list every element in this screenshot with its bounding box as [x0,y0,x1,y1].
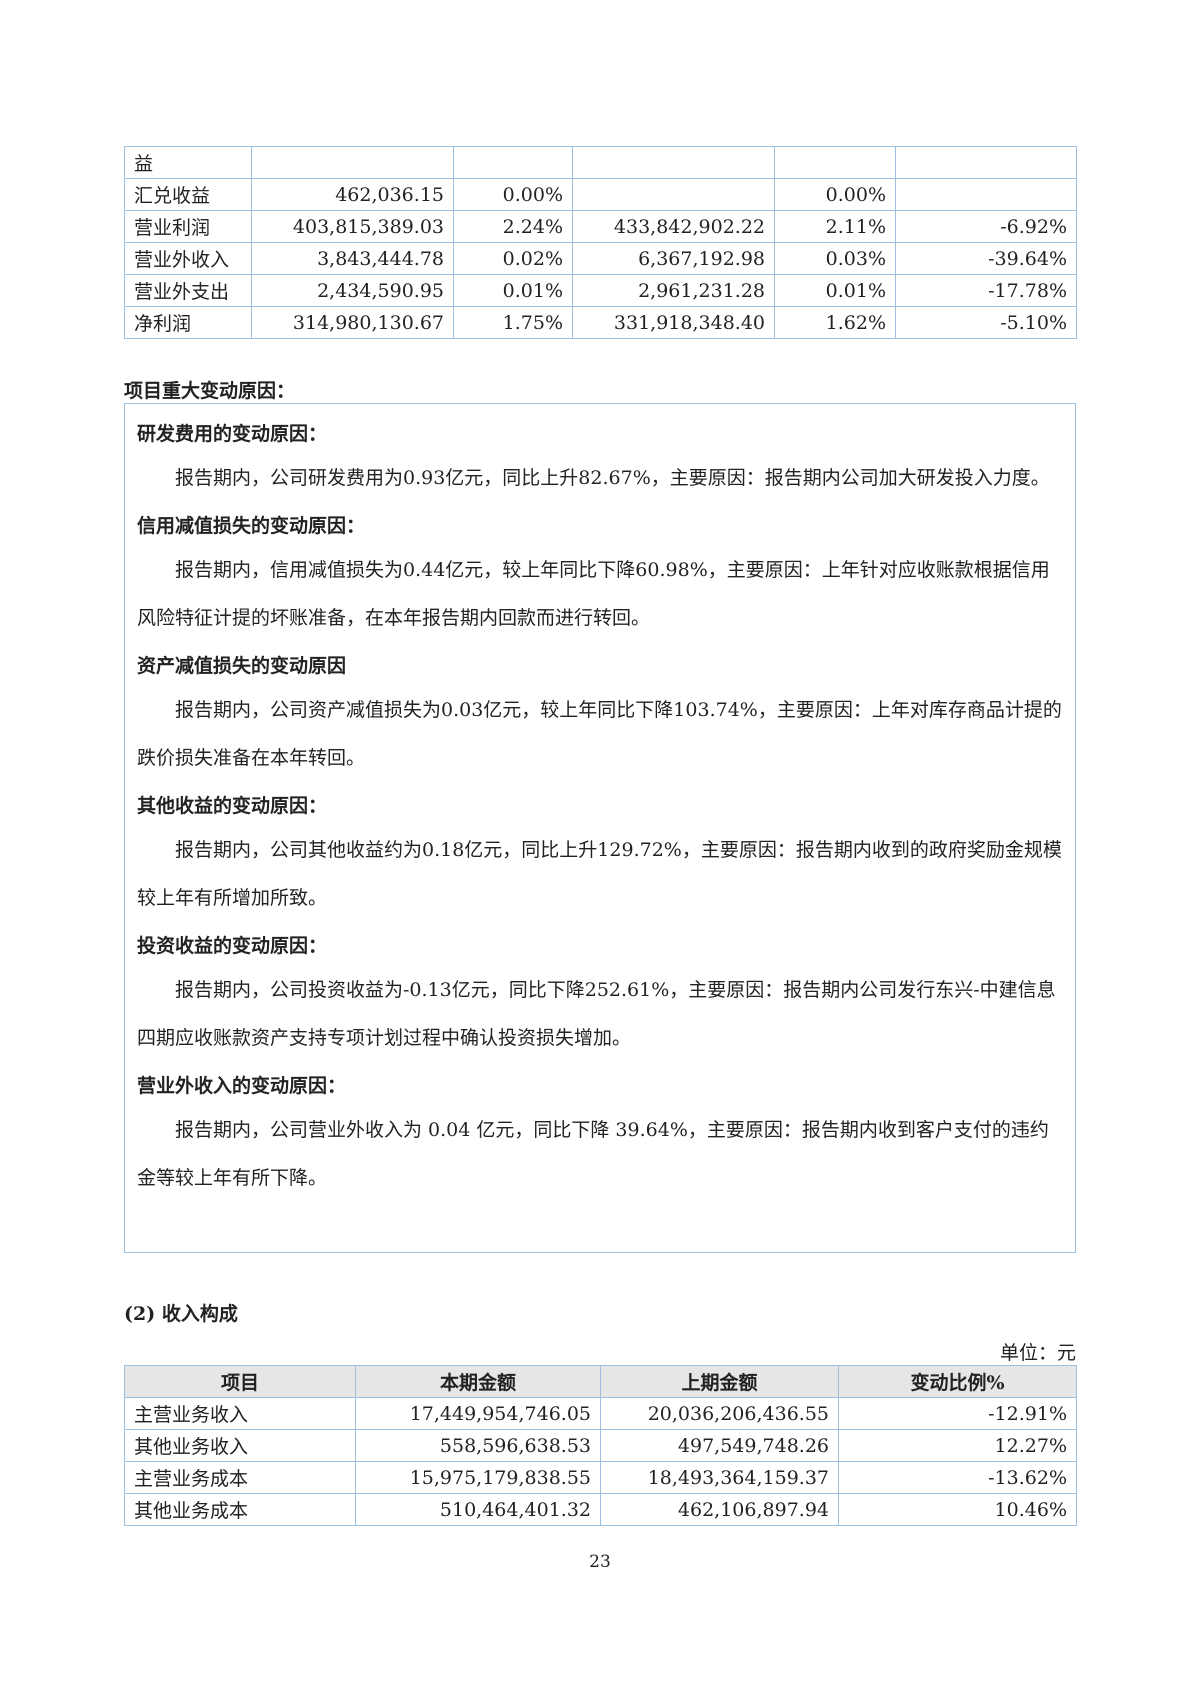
cell-prior-pct: 2.11% [774,210,896,243]
cell-current-pct: 0.00% [453,178,573,211]
reason-title: 其他收益的变动原因： [137,795,328,817]
table-row: 主营业务收入 17,449,954,746.05 20,036,206,436.55… [124,1397,1077,1430]
table-row: 益 [124,146,1077,179]
cell-change: -12.91% [838,1397,1077,1430]
cell-prior: 433,842,902.22 [572,210,775,243]
cell-current: 3,843,444.78 [251,242,454,275]
cell-change: 12.27% [838,1429,1077,1462]
table-row: 营业利润 403,815,389.03 2.24% 433,842,902.22 2.1… [124,210,1077,243]
cell-item: 益 [124,146,252,179]
cell-change: 10.46% [838,1493,1077,1526]
cell-item: 汇兑收益 [124,178,252,211]
reason-title: 信用减值损失的变动原因： [137,515,366,537]
table-row: 营业外支出 2,434,590.95 0.01% 2,961,231.28 0.01% -… [124,274,1077,307]
cell-current: 15,975,179,838.55 [355,1461,601,1494]
reasons-heading: 项目重大变动原因： [124,380,296,402]
cell-change: -17.78% [895,274,1077,307]
cell-prior-pct: 0.01% [774,274,896,307]
cell-current: 403,815,389.03 [251,210,454,243]
reason-title: 营业外收入的变动原因： [137,1075,347,1097]
cell-current [251,146,454,179]
cell-current: 17,449,954,746.05 [355,1397,601,1430]
table-header-row: 项目 本期金额 上期金额 变动比例% [124,1365,1077,1398]
reason-text: 报告期内，公司营业外收入为 0.04 亿元，同比下降 39.64%，主要原因：报… [137,1119,1049,1189]
cell-current-pct: 0.01% [453,274,573,307]
table-row: 汇兑收益 462,036.15 0.00% 0.00% [124,178,1077,211]
cell-current: 462,036.15 [251,178,454,211]
cell-current-pct: 2.24% [453,210,573,243]
reason-text: 报告期内，公司投资收益为-0.13亿元，同比下降252.61%，主要原因：报告期… [137,979,1056,1049]
cell-current: 314,980,130.67 [251,306,454,339]
table-row: 营业外收入 3,843,444.78 0.02% 6,367,192.98 0.03% -… [124,242,1077,275]
profit-table: 益汇兑收益 462,036.15 0.00% 0.00% 营业利润 403,815,389… [124,146,1077,339]
cell-current-pct [453,146,573,179]
cell-change: -13.62% [838,1461,1077,1494]
header-prior: 上期金额 [600,1365,839,1398]
cell-prior: 331,918,348.40 [572,306,775,339]
table-row: 其他业务收入 558,596,638.53 497,549,748.26 12.27% [124,1429,1077,1462]
cell-current-pct: 0.02% [453,242,573,275]
revenue-table: 项目 本期金额 上期金额 变动比例% 主营业务收入 17,449,954,746.… [124,1365,1077,1526]
table-row: 净利润 314,980,130.67 1.75% 331,918,348.40 1.62… [124,306,1077,339]
cell-item: 营业外收入 [124,242,252,275]
cell-item: 营业外支出 [124,274,252,307]
reason-title: 研发费用的变动原因： [137,423,328,445]
cell-current: 2,434,590.95 [251,274,454,307]
reason-text: 报告期内，公司研发费用为0.93亿元，同比上升82.67%，主要原因：报告期内公… [175,467,1050,489]
cell-change [895,146,1077,179]
cell-change: -5.10% [895,306,1077,339]
reason-text: 报告期内，公司资产减值损失为0.03亿元，较上年同比下降103.74%，主要原因… [137,699,1062,769]
cell-item: 其他业务收入 [124,1429,356,1462]
cell-prior [572,146,775,179]
header-current: 本期金额 [355,1365,601,1398]
cell-item: 净利润 [124,306,252,339]
cell-prior: 2,961,231.28 [572,274,775,307]
table-row: 主营业务成本 15,975,179,838.55 18,493,364,159.37… [124,1461,1077,1494]
cell-prior: 462,106,897.94 [600,1493,839,1526]
cell-prior: 18,493,364,159.37 [600,1461,839,1494]
cell-change: -39.64% [895,242,1077,275]
reason-title: 投资收益的变动原因： [137,935,328,957]
cell-prior-pct: 0.00% [774,178,896,211]
cell-change [895,178,1077,211]
cell-prior-pct: 0.03% [774,242,896,275]
cell-prior [572,178,775,211]
unit-label: 单位：元 [999,1342,1076,1364]
cell-current: 510,464,401.32 [355,1493,601,1526]
cell-item: 主营业务成本 [124,1461,356,1494]
cell-item: 主营业务收入 [124,1397,356,1430]
cell-current: 558,596,638.53 [355,1429,601,1462]
cell-prior-pct [774,146,896,179]
reason-title: 资产减值损失的变动原因 [137,655,347,677]
reason-text: 报告期内，信用减值损失为0.44亿元，较上年同比下降60.98%，主要原因：上年… [137,559,1050,629]
reason-text: 报告期内，公司其他收益约为0.18亿元，同比上升129.72%，主要原因：报告期… [137,839,1062,909]
cell-prior-pct: 1.62% [774,306,896,339]
cell-item: 其他业务成本 [124,1493,356,1526]
cell-prior: 20,036,206,436.55 [600,1397,839,1430]
revenue-heading: (2) 收入构成 [124,1303,238,1325]
header-change: 变动比例% [838,1365,1077,1398]
cell-current-pct: 1.75% [453,306,573,339]
cell-item: 营业利润 [124,210,252,243]
reasons-box: 研发费用的变动原因： 报告期内，公司研发费用为0.93亿元，同比上升82.67%，… [124,403,1076,1253]
header-item: 项目 [124,1365,356,1398]
cell-change: -6.92% [895,210,1077,243]
cell-prior: 497,549,748.26 [600,1429,839,1462]
cell-prior: 6,367,192.98 [572,242,775,275]
table-row: 其他业务成本 510,464,401.32 462,106,897.94 10.46% [124,1493,1077,1526]
page-number: 23 [589,1552,611,1572]
